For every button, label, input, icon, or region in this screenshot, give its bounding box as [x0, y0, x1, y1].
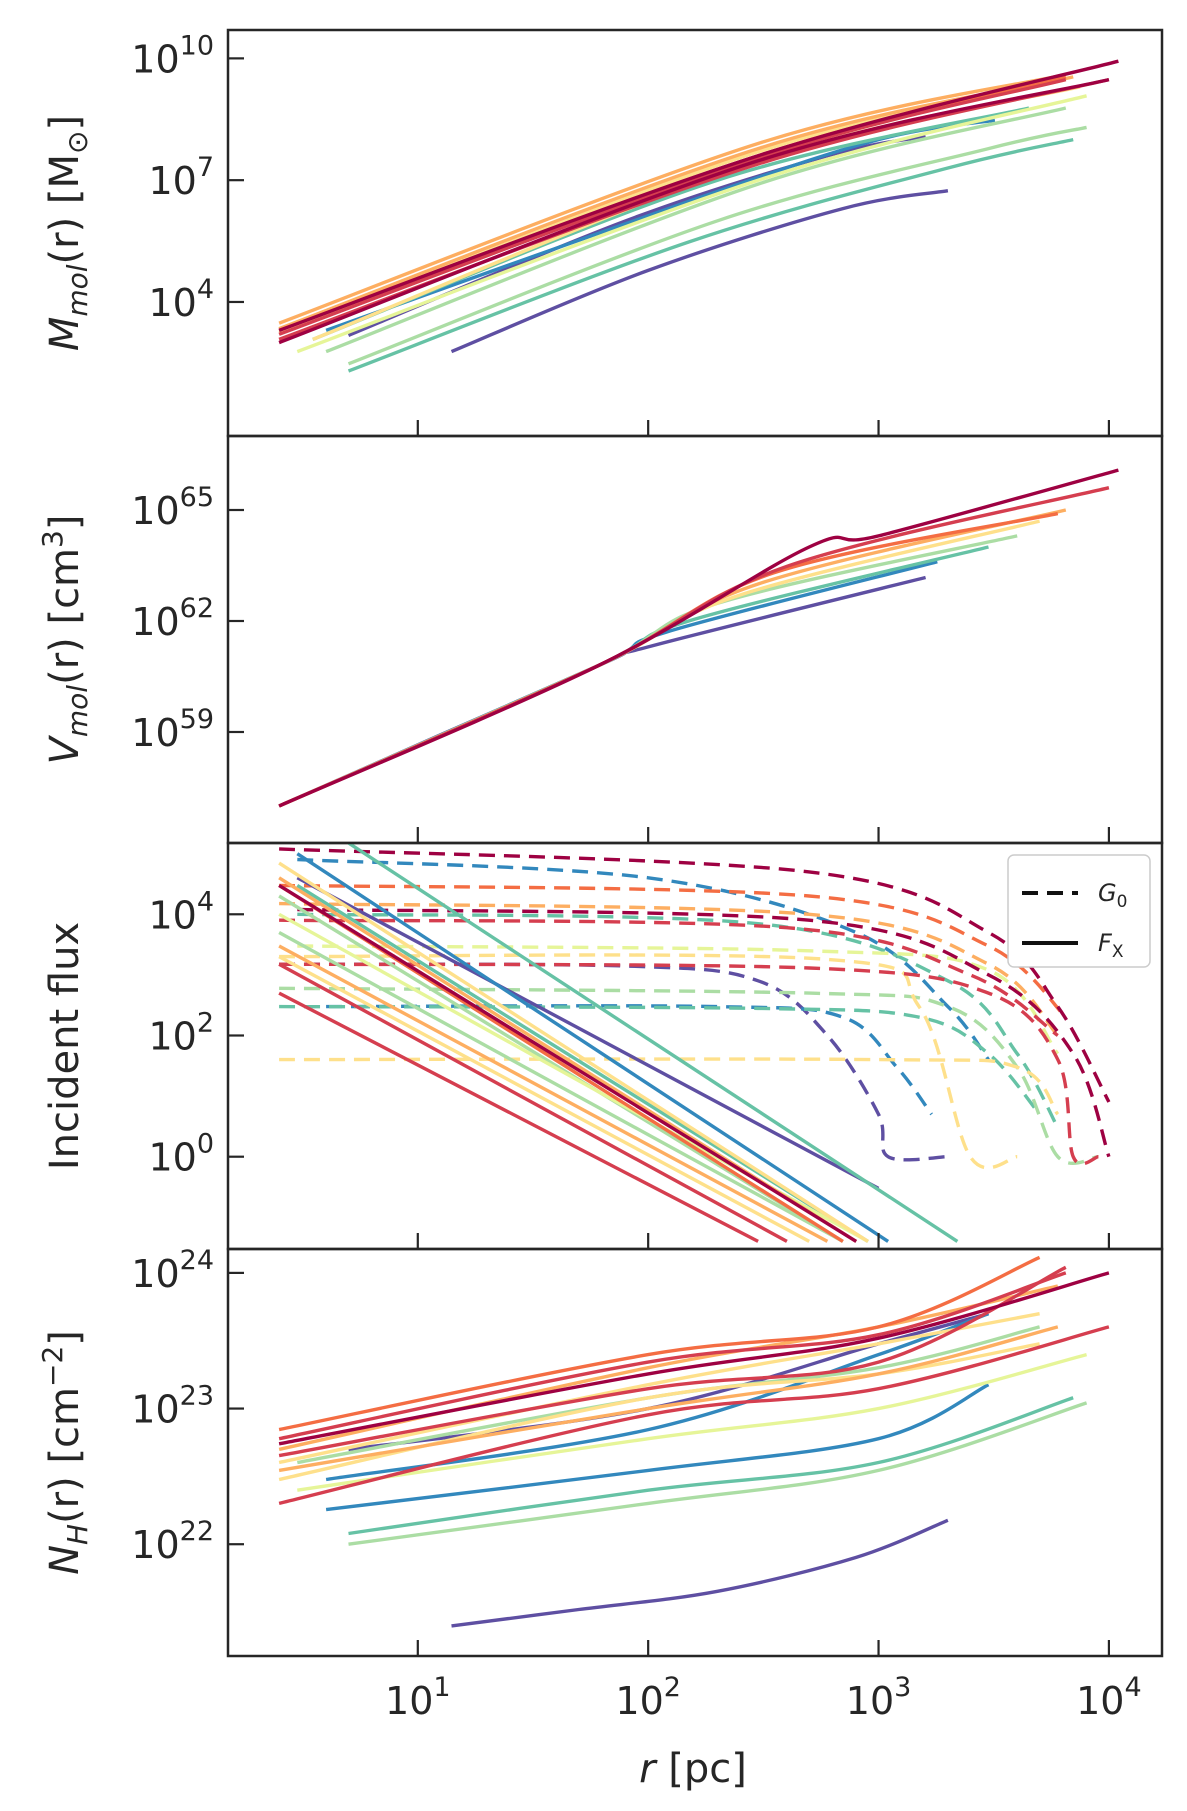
series-line-5 [348, 1401, 1088, 1546]
series-line-29 [278, 883, 858, 1243]
series-line-13 [278, 77, 1067, 336]
series-line-4 [297, 912, 1060, 1129]
x-tick-label-1: 102 [615, 1672, 681, 1723]
series-line-0 [278, 575, 927, 808]
series-line-16 [278, 77, 1110, 345]
series-group [278, 843, 1111, 1243]
series-line-5 [279, 986, 1099, 1165]
y-tick-label-0: 1059 [131, 704, 214, 755]
series-line-17 [347, 843, 959, 1243]
series-line-9 [279, 901, 1060, 1037]
series-line-2 [278, 545, 989, 808]
x-axis-unit: [pc] [656, 1746, 747, 1792]
panel-flux: 100 102 104 Incident flux G0 FX [42, 841, 1164, 1251]
series-line-13 [279, 847, 1111, 1103]
series-line-2 [297, 857, 990, 1061]
series-line-11 [278, 1325, 1059, 1473]
series-line-2 [325, 1383, 990, 1512]
y-tick-label-0: 1022 [131, 1516, 214, 1567]
series-line-7 [297, 1352, 1088, 1492]
legend-label-0: G0 [1098, 879, 1127, 912]
panel-volume: 1059 1062 1065 Vmol(r) [cm3] [36, 434, 1164, 845]
series-line-0 [450, 189, 949, 354]
y-tick-label-2: 104 [148, 886, 214, 937]
series-line-14 [278, 1271, 1067, 1441]
y-tick-label-0: 100 [148, 1129, 214, 1180]
y-tick-label-0: 104 [148, 274, 214, 325]
series-line-7 [296, 94, 1088, 354]
y-tick-label-2: 1065 [131, 482, 214, 533]
series-line-20 [278, 931, 844, 1243]
series-line-8 [278, 468, 1119, 808]
series-line-15 [296, 876, 880, 1190]
y-tick-label-1: 102 [148, 1007, 214, 1058]
series-line-5 [278, 508, 1067, 808]
series-line-0 [279, 962, 948, 1162]
series-line-0 [451, 1518, 949, 1628]
series-line-22 [278, 861, 869, 1243]
series-line-4 [348, 1396, 1074, 1536]
series-line-7 [279, 1057, 1060, 1116]
series-line-14 [297, 907, 1111, 1158]
series-line-3 [278, 534, 1018, 808]
series-line-6 [325, 106, 1067, 354]
x-axis-label: r [pc] [639, 1746, 747, 1792]
series-line-15 [278, 1325, 1110, 1506]
panel-mass: 104 107 1010 Mmol(r) [M⊙] [42, 28, 1164, 438]
legend-label-1: FX [1098, 929, 1124, 962]
y-axis-label-flux: Incident flux [42, 922, 88, 1170]
series-line-3 [347, 137, 1074, 373]
series-group [278, 468, 1119, 808]
series-line-16 [296, 852, 890, 1243]
y-axis-label-volume: Vmol(r) [cm3] [36, 515, 94, 765]
x-tick-label-3: 104 [1076, 1672, 1142, 1723]
series-line-5 [347, 125, 1087, 366]
y-tick-label-1: 107 [148, 152, 214, 203]
y-axis-label-column: NH(r) [cm−2] [36, 1330, 94, 1575]
series-line-23 [278, 955, 811, 1243]
series-line-13 [278, 1265, 1067, 1458]
legend-box [1007, 854, 1151, 968]
series-line-2 [325, 118, 996, 333]
series-line-1 [326, 1004, 933, 1116]
y-tick-label-1: 1062 [131, 593, 214, 644]
series-line-27 [278, 991, 759, 1243]
series-line-12 [279, 918, 1059, 1037]
series-group [278, 1255, 1110, 1628]
x-tick-label-2: 103 [846, 1672, 912, 1723]
series-line-1 [348, 1312, 989, 1452]
x-tick-label-0: 101 [385, 1672, 451, 1723]
y-axis-label-mass: Mmol(r) [M⊙] [42, 115, 94, 351]
y-tick-label-2: 1010 [131, 30, 214, 81]
y-tick-label-1: 1023 [131, 1381, 214, 1432]
series-line-3 [279, 1004, 1041, 1116]
series-group [278, 59, 1119, 373]
y-tick-label-2: 1024 [131, 1245, 214, 1296]
panel-column: 1022 1023 1024 NH(r) [cm−2] [36, 1245, 1164, 1658]
panel-frame [226, 1247, 1164, 1658]
series-line-15 [278, 59, 1119, 332]
series-line-12 [278, 1255, 1041, 1432]
series-line-1 [347, 134, 926, 337]
series-line-10 [278, 72, 1067, 325]
series-line-25 [278, 944, 829, 1243]
legend: G0 FX [1007, 854, 1151, 968]
x-axis-var: r [639, 1746, 658, 1792]
series-line-28 [278, 962, 788, 1243]
series-line-16 [278, 1271, 1110, 1446]
